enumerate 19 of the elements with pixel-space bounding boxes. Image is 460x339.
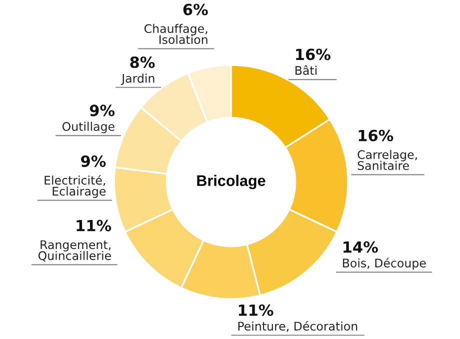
data-label: 11% <box>76 220 112 232</box>
slice-label: Jardin <box>120 74 154 85</box>
slice-label: Bâti <box>296 65 316 75</box>
data-label: 14% <box>344 241 378 253</box>
data-label: 6% <box>183 4 208 16</box>
slice-label: Outillage <box>62 122 114 134</box>
data-label: 16% <box>358 130 394 142</box>
slice-label: Electricité, Eclairage <box>44 175 106 198</box>
text: Bricolage <box>197 174 266 190</box>
data-label: 8% <box>130 56 155 68</box>
data-label: 11% <box>238 304 274 316</box>
data-label: 16% <box>296 48 330 60</box>
slice-label: Chauffage, Isolation <box>144 24 208 44</box>
slice-label: Carrelage, Sanitaire <box>358 150 417 170</box>
slice-label: Peinture, Décoration <box>238 321 358 332</box>
data-label: 9% <box>81 155 106 167</box>
slice-label: Rangement, Quincaillerie <box>38 240 111 262</box>
slice-label: Bois, Découpe <box>343 258 426 270</box>
data-label: 9% <box>90 104 115 116</box>
